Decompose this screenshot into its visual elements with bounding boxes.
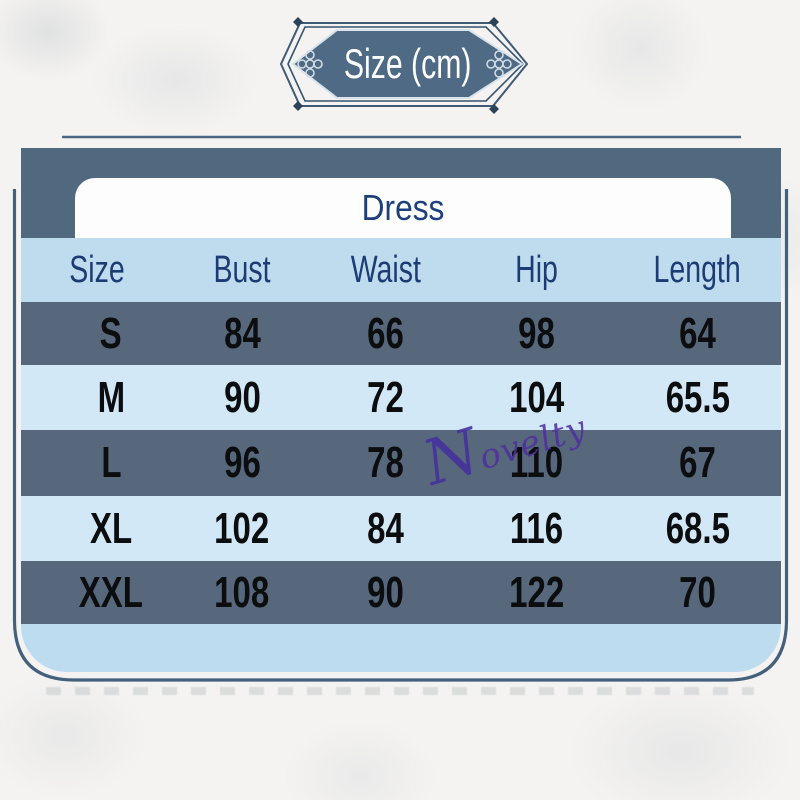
- table-cell: M: [97, 372, 125, 422]
- table-cell: 96: [223, 438, 261, 487]
- table-cell: 68.5: [665, 503, 730, 553]
- badge-label: Size (cm): [343, 40, 472, 87]
- table-cell: XL: [89, 503, 133, 553]
- table-cell: 84: [223, 308, 261, 358]
- header-cell: Length: [653, 248, 741, 291]
- header-cell: Waist: [350, 248, 421, 291]
- table-row-s: S 84 66 98 64: [21, 302, 781, 365]
- header-cell: Hip: [515, 248, 559, 291]
- table-cell: 108: [214, 567, 270, 617]
- table-title-tab: Dress: [75, 178, 731, 238]
- table-header-row: Size Bust Waist Hip Length: [21, 238, 781, 302]
- table-title: Dress: [361, 187, 445, 228]
- table-cell: 98: [518, 308, 555, 358]
- table-cell: 116: [510, 503, 564, 553]
- header-cell: Size: [69, 248, 125, 291]
- table-cell: 70: [678, 567, 716, 617]
- table-cell: 122: [509, 567, 565, 617]
- table-cell: 102: [214, 503, 270, 553]
- table-cell: 67: [678, 438, 716, 487]
- table-cell: 104: [509, 372, 565, 422]
- size-table-panel: Dress Size Bust Waist Hip Length S 84 66…: [21, 148, 781, 672]
- panel-bottom-strip: [21, 624, 781, 672]
- table-row-l: L 96 78 110 67: [21, 430, 781, 496]
- table-cell: S: [99, 308, 123, 358]
- table-cell: 65.5: [665, 372, 730, 422]
- table-cell: 90: [223, 372, 261, 422]
- table-cell: 90: [367, 567, 404, 617]
- table-cell: L: [100, 438, 122, 487]
- table-cell: 84: [367, 503, 404, 553]
- table-cell: 64: [678, 308, 716, 358]
- table-cell: 110: [510, 438, 564, 487]
- table-cell: XXL: [78, 567, 144, 617]
- table-cell: 72: [367, 372, 404, 422]
- size-badge: Size (cm): [293, 33, 522, 95]
- ghost-texture: [46, 687, 754, 695]
- table-row-xxl: XXL 108 90 122 70: [21, 561, 781, 624]
- header-cell: Bust: [213, 248, 271, 291]
- table-row-m: M 90 72 104 65.5: [21, 365, 781, 430]
- table-cell: 66: [367, 308, 404, 358]
- table-cell: 78: [367, 438, 404, 487]
- panel-top-band: Dress: [21, 148, 781, 238]
- table-row-xl: XL 102 84 116 68.5: [21, 496, 781, 561]
